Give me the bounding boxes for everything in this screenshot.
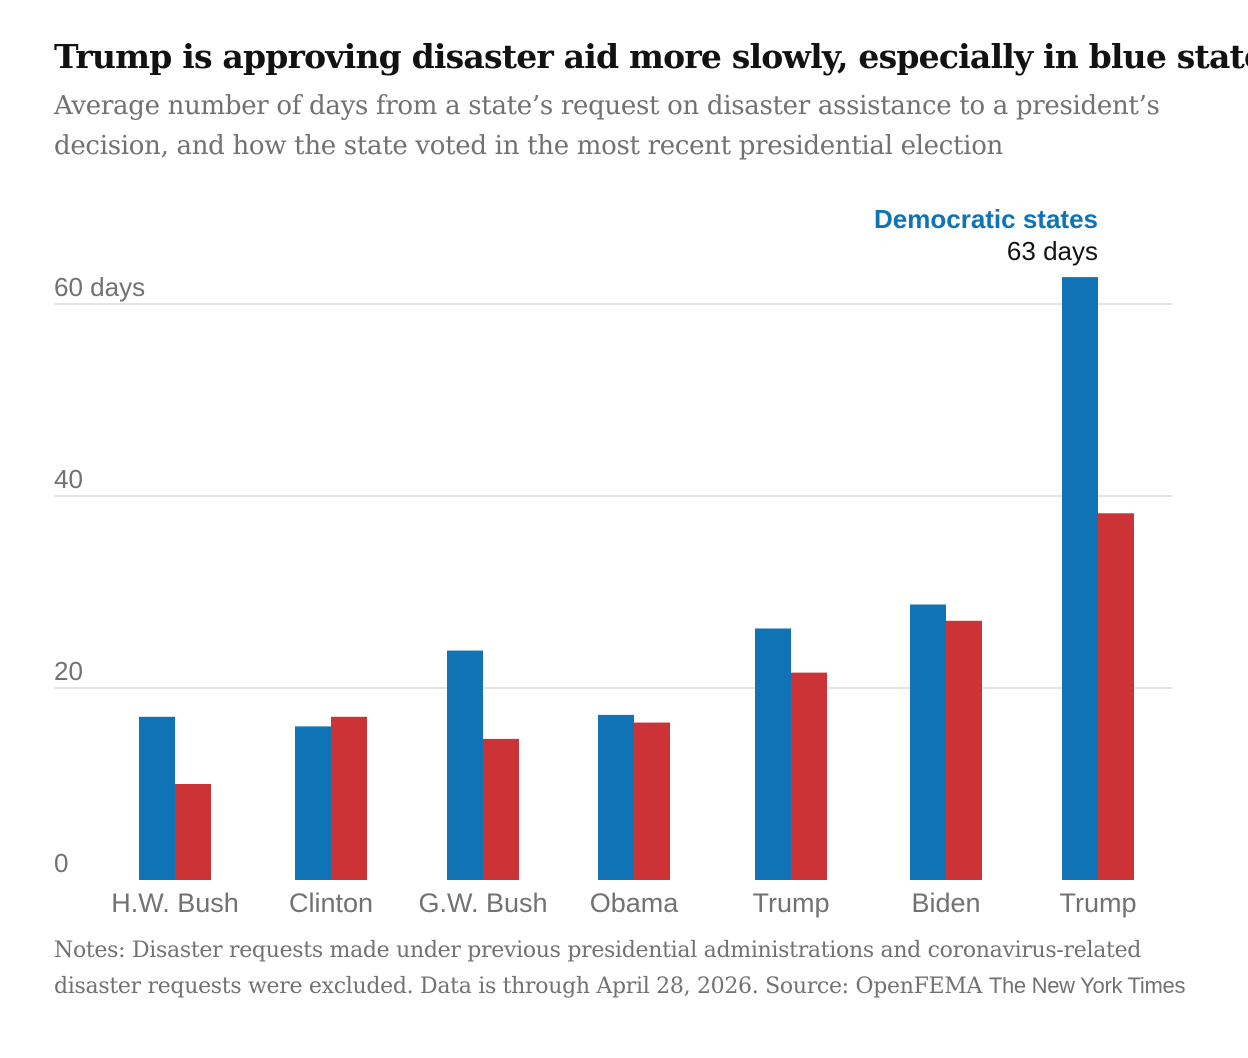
annotation-value-label: 63 days [1007, 236, 1098, 266]
bar-republican-5 [946, 620, 982, 880]
bar-republican-2 [483, 738, 519, 880]
bar-republican-0 [175, 784, 211, 880]
bar-republican-1 [331, 716, 367, 880]
bar-democratic-6 [1062, 277, 1098, 880]
category-labels: H.W. Bush Clinton G.W. Bush Obama Trump Biden… [111, 888, 1136, 918]
bar-democratic-1 [295, 726, 331, 880]
bar-democratic-5 [910, 604, 946, 880]
bar-chart: 0 20 40 60 days H.W. Bush Clinton G.W. Bush Ob… [54, 204, 1172, 918]
bar-republican-3 [634, 722, 670, 880]
y-tick-label: 60 days [54, 272, 145, 302]
chart-title: Trump is approving disaster aid more slo… [54, 37, 1248, 76]
category-label: Trump [1059, 888, 1136, 918]
bar-democratic-4 [755, 628, 791, 880]
category-label: G.W. Bush [418, 888, 547, 918]
bar-democratic-2 [447, 650, 483, 880]
bar-republican-6 [1098, 513, 1134, 880]
notes-text: Notes: Disaster requests made under prev… [54, 938, 1142, 999]
y-tick-label: 40 [54, 464, 83, 494]
y-tick-label: 20 [54, 656, 83, 686]
y-axis-tick-labels: 0 20 40 60 days [54, 272, 145, 878]
annotation-series-label: Democratic states [874, 204, 1098, 234]
category-label: Obama [590, 888, 680, 918]
gridlines [54, 303, 1172, 689]
bars [139, 277, 1134, 880]
bar-democratic-0 [139, 716, 175, 880]
category-label: Biden [911, 888, 980, 918]
category-label: H.W. Bush [111, 888, 239, 918]
category-label: Clinton [289, 888, 373, 918]
credit-line: The New York Times [988, 973, 1186, 998]
y-tick-label: 0 [54, 848, 68, 878]
bar-democratic-3 [598, 714, 634, 880]
chart-subtitle: Average number of days from a state’s re… [54, 91, 1160, 161]
category-label: Trump [752, 888, 829, 918]
chart-notes: Notes: Disaster requests made under prev… [54, 933, 1224, 1004]
bar-republican-4 [791, 672, 827, 880]
